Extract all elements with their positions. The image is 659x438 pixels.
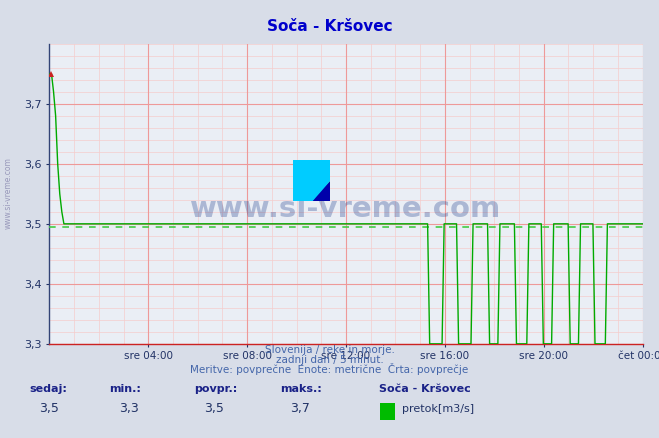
Text: www.si-vreme.com: www.si-vreme.com — [3, 157, 13, 229]
Polygon shape — [293, 160, 330, 201]
Text: Slovenija / reke in morje.: Slovenija / reke in morje. — [264, 346, 395, 356]
Text: 3,7: 3,7 — [290, 402, 310, 415]
Text: 3,5: 3,5 — [204, 402, 224, 415]
Text: min.:: min.: — [109, 384, 140, 394]
Text: sedaj:: sedaj: — [30, 384, 67, 394]
Text: povpr.:: povpr.: — [194, 384, 238, 394]
Text: maks.:: maks.: — [280, 384, 322, 394]
Text: 3,5: 3,5 — [40, 402, 59, 415]
Text: www.si-vreme.com: www.si-vreme.com — [190, 195, 501, 223]
Text: Meritve: povprečne  Enote: metrične  Črta: povprečje: Meritve: povprečne Enote: metrične Črta:… — [190, 363, 469, 375]
Text: zadnji dan / 5 minut.: zadnji dan / 5 minut. — [275, 355, 384, 365]
Polygon shape — [312, 181, 330, 201]
Polygon shape — [293, 160, 312, 181]
Text: Soča - Kršovec: Soča - Kršovec — [267, 19, 392, 34]
Text: 3,3: 3,3 — [119, 402, 138, 415]
Text: pretok[m3/s]: pretok[m3/s] — [402, 404, 474, 414]
Text: Soča - Kršovec: Soča - Kršovec — [379, 384, 471, 394]
